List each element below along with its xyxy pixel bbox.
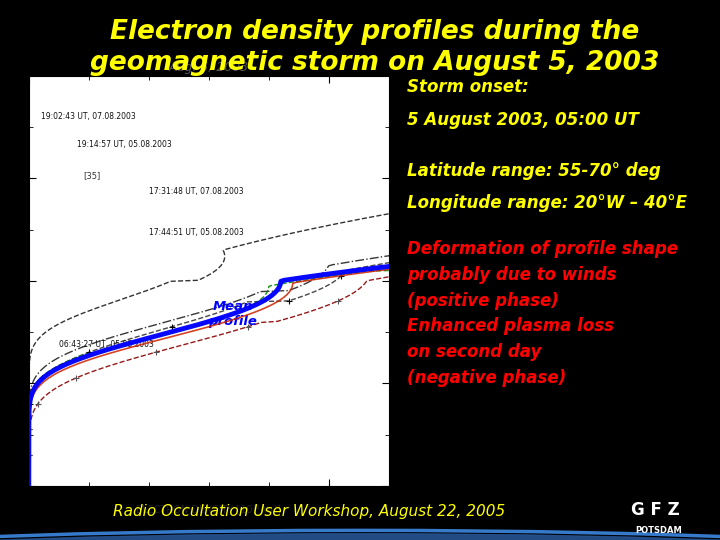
Text: Deformation of profile shape
probably due to winds
(positive phase)
Enhanced pla: Deformation of profile shape probably du… <box>407 240 678 387</box>
X-axis label: ELECTRON DENSITY [10¹¹/m³]: ELECTRON DENSITY [10¹¹/m³] <box>136 504 282 514</box>
Text: 19:02:43 UT, 07.08.2003: 19:02:43 UT, 07.08.2003 <box>41 112 135 121</box>
Text: Electron density profiles during the
geomagnetic storm on August 5, 2003: Electron density profiles during the geo… <box>90 19 659 76</box>
Text: Latitude range: 55-70° deg: Latitude range: 55-70° deg <box>407 162 660 180</box>
Text: 17:31:48 UT, 07.08.2003: 17:31:48 UT, 07.08.2003 <box>149 187 243 195</box>
Text: Mean
profile: Mean profile <box>208 300 257 328</box>
Text: 06:43:27 UT, 05.08.2003: 06:43:27 UT, 05.08.2003 <box>59 341 153 349</box>
Text: 5 August 2003, 05:00 UT: 5 August 2003, 05:00 UT <box>407 111 639 129</box>
Text: Storm onset:: Storm onset: <box>407 78 528 96</box>
Text: 19:14:57 UT, 05.08.2003: 19:14:57 UT, 05.08.2003 <box>77 140 171 150</box>
Text: Radio Occultation User Workshop, August 22, 2005: Radio Occultation User Workshop, August … <box>114 504 505 519</box>
Text: Longitude range: 20°W – 40°E: Longitude range: 20°W – 40°E <box>407 194 687 212</box>
Ellipse shape <box>0 534 720 540</box>
Text: [35]: [35] <box>83 171 100 180</box>
Text: G F Z: G F Z <box>631 501 680 519</box>
Title: Aug. 5, 2003: Aug. 5, 2003 <box>168 62 249 75</box>
Ellipse shape <box>0 534 720 540</box>
Text: 17:44:51 UT, 05.08.2003: 17:44:51 UT, 05.08.2003 <box>149 228 243 237</box>
Text: POTSDAM: POTSDAM <box>636 526 682 535</box>
